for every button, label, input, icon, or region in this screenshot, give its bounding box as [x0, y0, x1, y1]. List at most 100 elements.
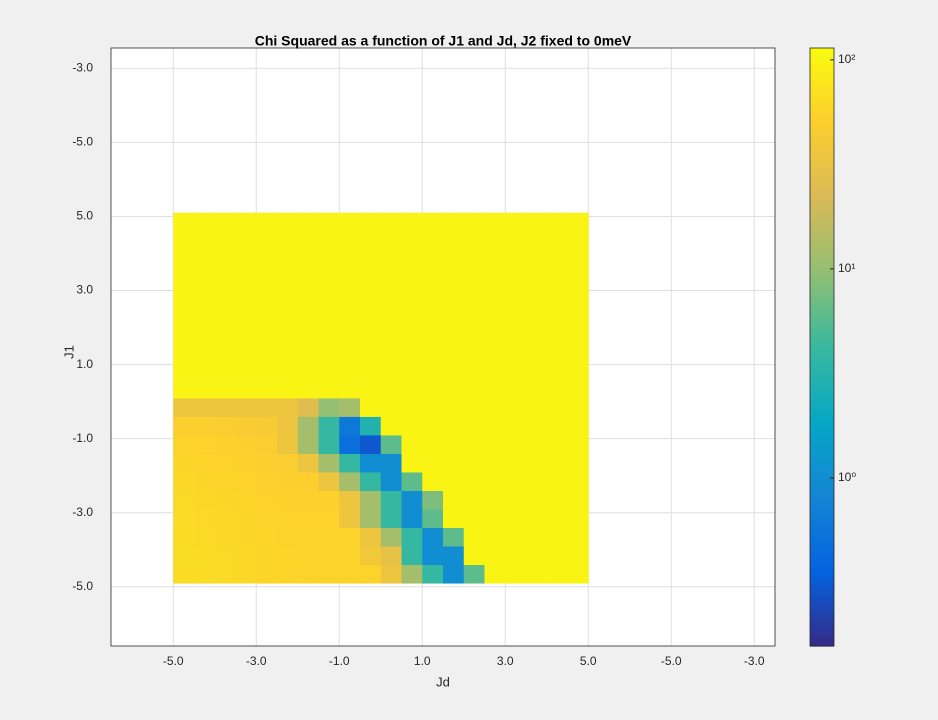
heatmap-cell	[339, 546, 361, 566]
heatmap-cell	[235, 453, 257, 473]
heatmap-cell	[463, 471, 485, 491]
heatmap-cell	[422, 268, 444, 288]
colorbar-swatch	[810, 438, 834, 444]
heatmap-cell	[401, 564, 423, 584]
heatmap-cell	[360, 546, 382, 566]
heatmap-cell	[443, 416, 465, 436]
x-tick-label: 5.0	[580, 654, 597, 668]
colorbar-swatch	[810, 195, 834, 201]
heatmap-cell	[380, 397, 402, 417]
heatmap-cell	[567, 323, 589, 343]
heatmap-cell	[173, 212, 195, 232]
heatmap-cell	[484, 231, 506, 251]
heatmap-cell	[505, 231, 527, 251]
heatmap-cell	[214, 546, 236, 566]
colorbar-swatch	[810, 327, 834, 332]
heatmap-cell	[567, 546, 589, 566]
colorbar-swatch	[810, 554, 834, 559]
heatmap-cell	[422, 212, 444, 232]
colorbar-swatch	[810, 343, 834, 348]
x-tick-label: -3.0	[744, 654, 765, 668]
colorbar-swatch	[810, 398, 834, 404]
heatmap-cell	[360, 212, 382, 232]
heatmap-cell	[422, 249, 444, 269]
heatmap-cell	[526, 305, 548, 325]
colorbar-swatch	[810, 374, 834, 380]
heatmap-cell	[297, 416, 319, 436]
x-tick-label: -3.0	[246, 654, 267, 668]
colorbar-swatch	[810, 163, 834, 169]
colorbar-swatch	[810, 243, 834, 248]
heatmap-cell	[318, 527, 340, 547]
heatmap-cell	[463, 379, 485, 399]
heatmap-cell	[339, 453, 361, 473]
heatmap-cell	[546, 508, 568, 529]
colorbar-swatch	[810, 255, 834, 260]
colorbar-swatch	[810, 71, 834, 77]
heatmap-cell	[546, 305, 568, 325]
colorbar-swatch	[810, 55, 834, 61]
heatmap-cell	[463, 268, 485, 288]
heatmap-cell	[380, 453, 402, 473]
heatmap-cell	[360, 527, 382, 547]
colorbar-swatch	[810, 115, 834, 121]
heatmap-cell	[173, 379, 195, 399]
heatmap-cell	[546, 323, 568, 343]
colorbar-swatch	[810, 275, 834, 280]
heatmap-cell	[422, 397, 444, 417]
colorbar-swatch	[810, 466, 834, 472]
heatmap-cell	[214, 249, 236, 269]
colorbar-swatch	[810, 215, 834, 221]
heatmap-cell	[567, 342, 589, 362]
heatmap-cell	[443, 434, 465, 454]
heatmap-cell	[484, 416, 506, 436]
colorbar-swatch	[810, 187, 834, 193]
heatmap-cell	[194, 323, 216, 343]
heatmap-cell	[194, 508, 216, 529]
colorbar-swatch	[810, 610, 834, 615]
heatmap-cell	[401, 286, 423, 306]
x-tick-label: -5.0	[661, 654, 682, 668]
colorbar-swatch	[810, 458, 834, 464]
heatmap-cell	[194, 434, 216, 454]
heatmap-cell	[380, 546, 402, 566]
colorbar-swatch	[810, 199, 834, 205]
heatmap-cell	[401, 453, 423, 473]
heatmap-cell	[318, 323, 340, 343]
heatmap-cell	[380, 249, 402, 269]
colorbar-swatch	[810, 339, 834, 344]
heatmap-cell	[505, 305, 527, 325]
heatmap-cell	[567, 379, 589, 399]
colorbar-swatch	[810, 135, 834, 141]
heatmap-cell	[194, 490, 216, 510]
colorbar-tick-label: 10¹	[838, 261, 855, 275]
heatmap-cell	[505, 416, 527, 436]
heatmap-cell	[567, 397, 589, 417]
heatmap-cell	[380, 416, 402, 436]
heatmap-cell	[484, 508, 506, 529]
colorbar-swatch	[810, 131, 834, 137]
heatmap-cell	[360, 416, 382, 436]
heatmap-cell	[443, 212, 465, 232]
colorbar-swatch	[810, 358, 834, 364]
heatmap-cell	[277, 471, 299, 491]
heatmap-cell	[297, 305, 319, 325]
heatmap-cell	[505, 286, 527, 306]
heatmap-cell	[277, 286, 299, 306]
heatmap-cell	[235, 342, 257, 362]
heatmap-cell	[277, 231, 299, 251]
chart-title: Chi Squared as a function of J1 and Jd, …	[255, 33, 632, 49]
heatmap-cell	[339, 342, 361, 362]
heatmap-cell	[443, 471, 465, 491]
heatmap-cell	[567, 231, 589, 251]
heatmap-cell	[194, 286, 216, 306]
heatmap-cell	[401, 527, 423, 547]
heatmap-cell	[526, 546, 548, 566]
colorbar-swatch	[810, 179, 834, 185]
heatmap-cell	[526, 231, 548, 251]
colorbar-swatch	[810, 107, 834, 113]
colorbar-tick-label: 10⁰	[838, 470, 856, 484]
heatmap-cell	[526, 564, 548, 584]
heatmap-layer	[173, 212, 589, 584]
heatmap-cell	[505, 360, 527, 380]
